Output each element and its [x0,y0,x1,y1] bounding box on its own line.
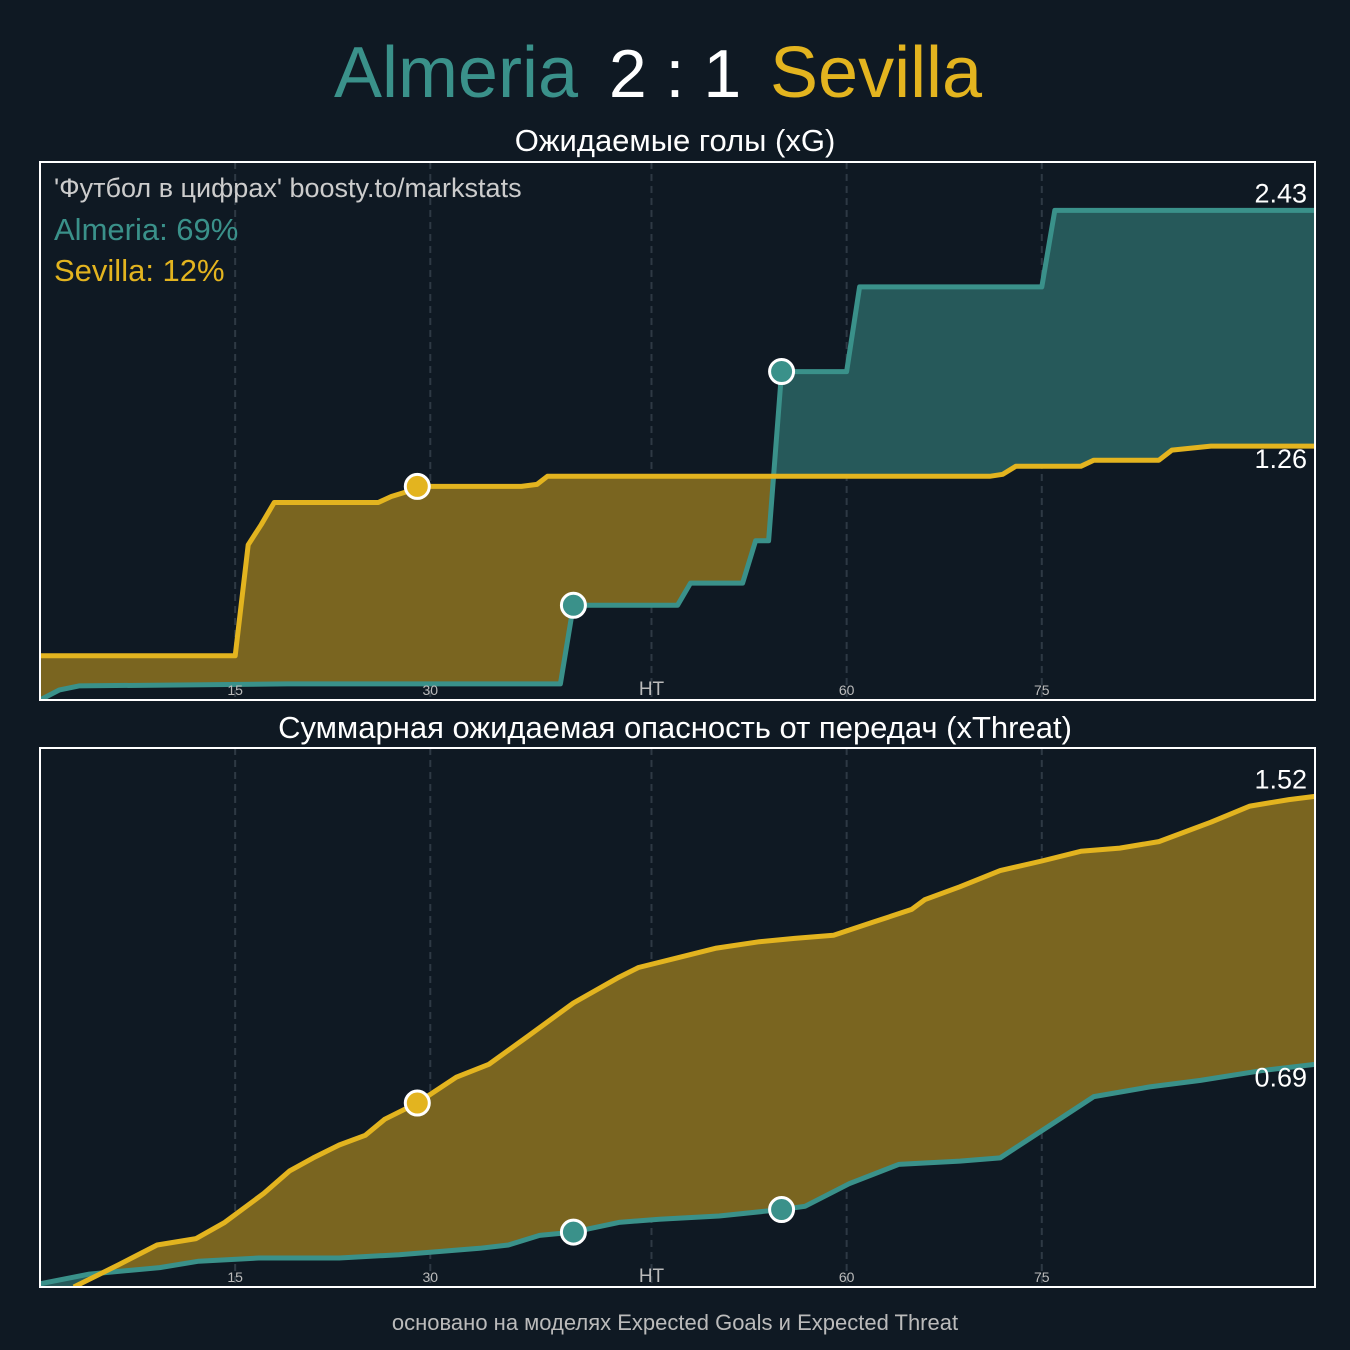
end-value-label: 0.69 [1254,1062,1307,1092]
panel-title: Суммарная ожидаемая опасность от передач… [278,710,1072,745]
goal-marker [403,1089,431,1117]
goal-marker [559,591,587,619]
area-fill [40,446,1315,700]
annotation: 'Футбол в цифрах' boosty.to/markstats [54,173,522,203]
x-tick-label: 30 [423,1269,439,1285]
end-value-label: 2.43 [1254,178,1307,208]
end-value-label: 1.26 [1254,444,1307,474]
x-tick-label: 60 [839,1269,855,1285]
goal-marker [403,472,431,500]
series-line [40,207,1315,700]
x-tick-label: 15 [227,682,243,698]
plot-frame [39,747,1316,1288]
end-value-label: 1.52 [1254,764,1307,794]
x-tick-label: 60 [839,682,855,698]
annotation: Sevilla: 12% [54,253,225,288]
series-line [40,1061,1315,1287]
annotation: Almeria: 69% [54,212,238,247]
series-line [72,793,1315,1287]
home-team: Almeria [334,33,579,113]
series-line [40,443,1315,659]
x-tick-label: 75 [1034,1269,1050,1285]
x-tick-label: HT [639,1266,665,1287]
panel-title: Ожидаемые голы (xG) [515,123,836,158]
x-tick-label: 75 [1034,682,1050,698]
x-tick-label: 15 [227,1269,243,1285]
score: 2 : 1 [609,36,741,112]
goal-marker [768,1196,796,1224]
goal-marker [768,358,796,386]
x-tick-label: HT [639,679,665,700]
goal-marker [559,1218,587,1246]
plot-frame [39,161,1316,701]
x-tick-label: 30 [423,682,439,698]
away-team: Sevilla [770,33,983,113]
footer: основано на моделях Expected Goals и Exp… [392,1310,958,1335]
